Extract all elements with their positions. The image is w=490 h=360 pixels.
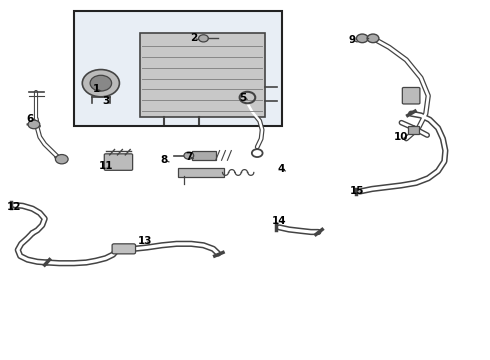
Text: 1: 1 — [92, 84, 99, 94]
Circle shape — [90, 75, 112, 91]
Text: 11: 11 — [98, 161, 113, 171]
Circle shape — [82, 69, 120, 97]
FancyBboxPatch shape — [74, 12, 282, 126]
FancyBboxPatch shape — [408, 126, 419, 134]
Text: 6: 6 — [26, 114, 34, 124]
Circle shape — [55, 154, 68, 164]
Text: 9: 9 — [349, 35, 356, 45]
Circle shape — [356, 34, 368, 42]
Circle shape — [367, 34, 379, 42]
Text: 14: 14 — [272, 216, 287, 226]
Text: 7: 7 — [185, 152, 193, 162]
FancyBboxPatch shape — [104, 154, 133, 170]
Text: 5: 5 — [239, 93, 246, 103]
Text: 13: 13 — [138, 236, 152, 246]
Circle shape — [184, 152, 194, 159]
Circle shape — [28, 120, 40, 129]
Circle shape — [198, 35, 208, 42]
Text: 12: 12 — [7, 202, 22, 212]
Text: 15: 15 — [350, 186, 365, 196]
Text: 10: 10 — [394, 132, 409, 142]
Text: 8: 8 — [161, 155, 168, 165]
Text: 3: 3 — [102, 96, 109, 106]
FancyBboxPatch shape — [192, 151, 216, 160]
Bar — [140, 33, 265, 117]
Text: 2: 2 — [190, 33, 197, 43]
Text: 4: 4 — [278, 164, 285, 174]
FancyBboxPatch shape — [178, 168, 224, 177]
FancyBboxPatch shape — [402, 87, 420, 104]
FancyBboxPatch shape — [112, 244, 136, 254]
